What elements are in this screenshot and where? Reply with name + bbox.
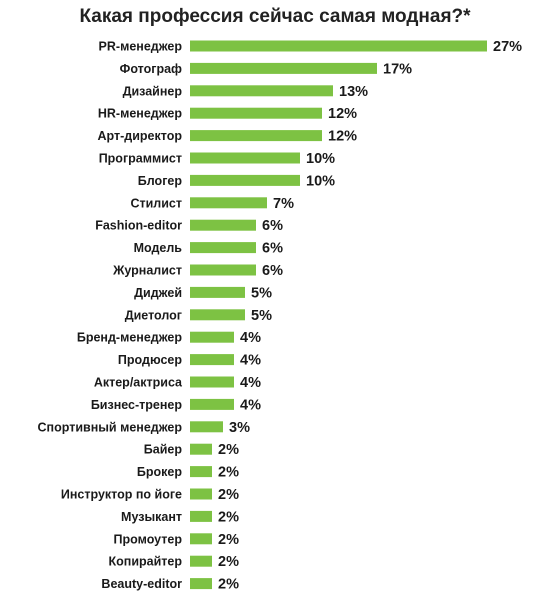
- value-label: 10%: [306, 151, 335, 167]
- bar: [190, 85, 333, 97]
- category-label: Брокер: [137, 465, 182, 479]
- category-label: Спортивный менеджер: [38, 420, 183, 434]
- bar: [190, 130, 322, 142]
- value-label: 3%: [229, 420, 250, 436]
- value-label: 4%: [240, 330, 261, 346]
- value-label: 2%: [218, 509, 239, 525]
- value-label: 10%: [306, 173, 335, 189]
- category-label: Байер: [144, 443, 183, 457]
- category-label: Программист: [99, 152, 182, 166]
- value-label: 6%: [262, 241, 283, 257]
- category-label: Копирайтер: [109, 555, 183, 569]
- category-label: Диетолог: [125, 308, 182, 322]
- category-label: Фотограф: [120, 62, 182, 76]
- bar: [190, 398, 234, 410]
- bar: [190, 242, 256, 254]
- category-label: Блогер: [138, 174, 183, 188]
- bar: [190, 376, 234, 388]
- bar: [190, 555, 212, 567]
- category-label: Бизнес-тренер: [91, 398, 183, 412]
- category-label: Диджей: [134, 286, 182, 300]
- bar: [190, 264, 256, 276]
- category-label: Бренд-менеджер: [77, 331, 183, 345]
- category-label: PR-менеджер: [99, 40, 183, 54]
- value-label: 2%: [218, 532, 239, 548]
- category-label: Инструктор по йоге: [61, 488, 182, 502]
- category-label: Актер/актриса: [94, 376, 183, 390]
- value-label: 27%: [493, 39, 522, 55]
- bar: [190, 533, 212, 545]
- category-label: Музыкант: [121, 510, 182, 524]
- bar: [190, 197, 267, 209]
- bar: [190, 443, 212, 455]
- value-label: 17%: [383, 61, 412, 77]
- value-label: 6%: [262, 218, 283, 234]
- value-label: 2%: [218, 554, 239, 570]
- bar: [190, 62, 377, 74]
- category-label: Дизайнер: [123, 84, 183, 98]
- category-label: Стилист: [130, 196, 182, 210]
- category-label: Модель: [134, 241, 183, 255]
- value-label: 12%: [328, 106, 357, 122]
- value-label: 4%: [240, 397, 261, 413]
- value-label: 5%: [251, 285, 272, 301]
- bar: [190, 578, 212, 590]
- value-label: 6%: [262, 263, 283, 279]
- bar: [190, 286, 245, 298]
- bar: [190, 107, 322, 119]
- category-label: Промоутер: [114, 532, 183, 546]
- category-label: HR-менеджер: [98, 107, 183, 121]
- bar: [190, 466, 212, 478]
- value-label: 5%: [251, 308, 272, 324]
- bar: [190, 510, 212, 522]
- bar: [190, 354, 234, 366]
- bar: [190, 309, 245, 321]
- value-label: 2%: [218, 442, 239, 458]
- bar: [190, 174, 300, 186]
- value-label: 2%: [218, 577, 239, 593]
- value-label: 4%: [240, 375, 261, 391]
- bar: [190, 219, 256, 231]
- category-label: Продюсер: [118, 353, 182, 367]
- value-label: 12%: [328, 129, 357, 145]
- bar: [190, 421, 223, 433]
- category-label: Beauty-editor: [101, 577, 182, 591]
- value-label: 2%: [218, 487, 239, 503]
- bar: [190, 40, 487, 52]
- bar: [190, 488, 212, 500]
- bar: [190, 152, 300, 164]
- value-label: 7%: [273, 196, 294, 212]
- category-label: Журналист: [112, 264, 182, 278]
- value-label: 4%: [240, 353, 261, 369]
- chart-title: Какая профессия сейчас самая модная?*: [79, 6, 471, 27]
- bar: [190, 331, 234, 343]
- value-label: 13%: [339, 84, 368, 100]
- category-label: Fashion-editor: [95, 219, 182, 233]
- category-label: Арт-директор: [98, 129, 183, 143]
- value-label: 2%: [218, 465, 239, 481]
